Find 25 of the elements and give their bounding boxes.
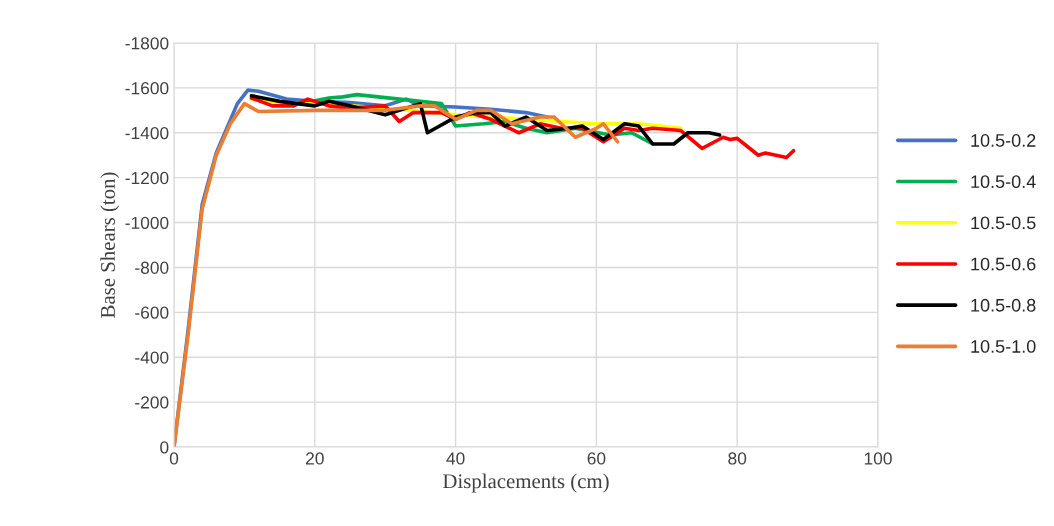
- y-tick-label: -800: [135, 261, 169, 274]
- legend-label: 10.5-0.5: [971, 216, 1036, 230]
- legend-label: 10.5-1.0: [971, 340, 1036, 353]
- legend-label: 10.5-0.8: [971, 298, 1036, 312]
- line-series: [174, 101, 620, 447]
- x-tick-label: 60: [587, 452, 606, 465]
- y-tick-label: -200: [135, 396, 169, 409]
- legend-label: 10.5-0.4: [971, 175, 1036, 189]
- y-tick-label: -1800: [125, 37, 169, 50]
- x-tick-label: 40: [446, 452, 465, 465]
- x-axis-title: Displacements (cm): [443, 473, 609, 493]
- y-tick-label: -1200: [125, 171, 169, 185]
- x-tick-label: 100: [864, 452, 892, 465]
- y-tick-label: -600: [135, 306, 169, 319]
- x-tick-label: 20: [306, 452, 324, 465]
- x-tick-label: 0: [169, 452, 179, 465]
- y-tick-label: -1600: [125, 82, 169, 95]
- y-tick-label: -1400: [125, 126, 169, 140]
- legend-label: 10.5-0.6: [971, 257, 1036, 271]
- y-tick-label: 0: [160, 441, 169, 454]
- y-axis-title: Base Shears (ton): [100, 172, 120, 318]
- y-tick-label: -400: [135, 351, 169, 364]
- legend-label: 10.5-0.2: [971, 134, 1036, 147]
- x-tick-label: 80: [728, 452, 747, 465]
- y-tick-label: -1000: [125, 216, 169, 230]
